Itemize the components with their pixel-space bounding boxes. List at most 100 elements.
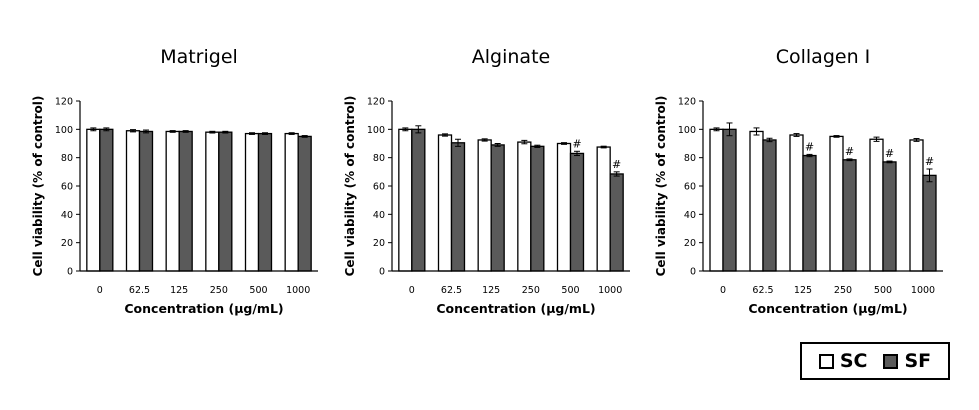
bar-sf <box>297 135 312 272</box>
bar-sf <box>569 152 585 272</box>
x-tick-label: 500 <box>874 285 892 296</box>
bar-sc <box>517 141 532 272</box>
y-tick-label: 100 <box>367 125 385 136</box>
bar-sf <box>530 145 545 272</box>
bar-sc <box>398 128 413 272</box>
bar-sc <box>477 139 492 272</box>
bar-sc <box>556 142 572 272</box>
y-axis-label: Cell viability (% of control) <box>31 96 45 277</box>
y-tick-label: 120 <box>678 97 696 108</box>
significance-mark: # <box>612 158 621 171</box>
bar-sc <box>125 130 141 272</box>
bar-sc <box>437 134 453 272</box>
x-tick-label: 0 <box>720 285 726 296</box>
legend-swatch-sf <box>883 353 899 369</box>
y-axis-label: Cell viability (% of control) <box>654 96 668 277</box>
y-tick-label: 100 <box>678 125 696 136</box>
y-tick-label: 100 <box>55 125 73 136</box>
bar-sc <box>86 128 101 272</box>
x-tick-label: 1000 <box>286 285 310 296</box>
chart-panel-2: Alginate Cell viability (% of control) Con… <box>343 46 630 316</box>
y-tick-label: 0 <box>379 267 385 278</box>
y-tick-label: 80 <box>61 153 73 164</box>
bar-sc <box>284 132 299 272</box>
bar-sf <box>922 174 937 272</box>
x-tick-label: 0 <box>97 285 103 296</box>
chart-title: Collagen I <box>776 46 871 68</box>
y-tick-label: 60 <box>61 182 73 193</box>
x-tick-label: 125 <box>482 285 500 296</box>
x-axis-label: Concentration (μg/mL) <box>748 301 907 316</box>
bar-sc <box>596 146 611 272</box>
bar-sc <box>829 135 844 272</box>
bar-sf <box>138 130 154 272</box>
bar-sf <box>411 128 426 272</box>
x-tick-label: 1000 <box>598 285 622 296</box>
bar-sf <box>450 142 466 272</box>
bar-sf <box>257 132 273 272</box>
legend: SC SF <box>800 342 950 380</box>
significance-mark: # <box>845 145 854 158</box>
bar-sc <box>244 132 260 272</box>
x-tick-label: 250 <box>210 285 228 296</box>
y-tick-label: 0 <box>690 267 696 278</box>
bar-sf <box>882 161 897 272</box>
x-tick-label: 1000 <box>911 285 935 296</box>
y-tick-label: 0 <box>67 267 73 278</box>
y-axis-label: Cell viability (% of control) <box>343 96 357 277</box>
significance-mark: # <box>885 147 894 160</box>
x-tick-label: 62.5 <box>752 285 773 296</box>
bar-sf <box>99 128 114 272</box>
bar-sf <box>609 173 624 272</box>
significance-mark: # <box>925 155 934 168</box>
x-tick-label: 250 <box>522 285 540 296</box>
x-tick-label: 500 <box>561 285 579 296</box>
bar-sc <box>869 138 884 272</box>
x-tick-label: 125 <box>794 285 812 296</box>
x-tick-label: 62.5 <box>129 285 150 296</box>
x-tick-label: 250 <box>834 285 852 296</box>
legend-label-sc: SC <box>839 350 868 372</box>
significance-mark: # <box>572 137 581 150</box>
y-tick-label: 40 <box>61 210 73 221</box>
legend-label-sf: SF <box>904 350 932 372</box>
bar-sf <box>490 144 505 272</box>
chart-panel-3: Collagen I Cell viability (% of control) C… <box>654 46 943 316</box>
y-tick-label: 80 <box>373 153 385 164</box>
y-tick-label: 20 <box>684 238 696 249</box>
bar-sf <box>802 154 817 272</box>
bar-sc <box>205 131 220 272</box>
bar-sc <box>709 128 724 272</box>
y-tick-label: 20 <box>61 238 73 249</box>
bar-sf <box>722 128 737 272</box>
y-tick-label: 40 <box>373 210 385 221</box>
y-tick-label: 40 <box>684 210 696 221</box>
y-tick-label: 120 <box>55 97 73 108</box>
significance-mark: # <box>805 140 814 153</box>
bar-sc <box>749 130 764 272</box>
chart-title: Matrigel <box>160 46 238 68</box>
bar-sf <box>842 159 857 272</box>
legend-item-sc: SC <box>818 350 868 372</box>
x-axis-label: Concentration (μg/mL) <box>436 301 595 316</box>
y-tick-label: 60 <box>684 182 696 193</box>
legend-item-sf: SF <box>883 350 931 372</box>
x-tick-label: 500 <box>249 285 267 296</box>
bar-sc <box>789 134 804 272</box>
x-tick-label: 0 <box>409 285 415 296</box>
chart-panel-1: Matrigel Cell viability (% of control) Con… <box>31 46 318 316</box>
x-axis-label: Concentration (μg/mL) <box>124 301 283 316</box>
y-tick-label: 120 <box>367 97 385 108</box>
chart-title: Alginate <box>472 46 550 68</box>
x-tick-label: 125 <box>170 285 188 296</box>
bar-sf <box>218 131 233 272</box>
bar-sf <box>178 130 193 272</box>
y-tick-label: 80 <box>684 153 696 164</box>
bar-sc <box>909 139 924 272</box>
legend-swatch-sc <box>818 353 834 369</box>
bar-sf <box>762 139 777 272</box>
y-tick-label: 60 <box>373 182 385 193</box>
bar-sc <box>165 130 180 272</box>
x-tick-label: 62.5 <box>441 285 462 296</box>
